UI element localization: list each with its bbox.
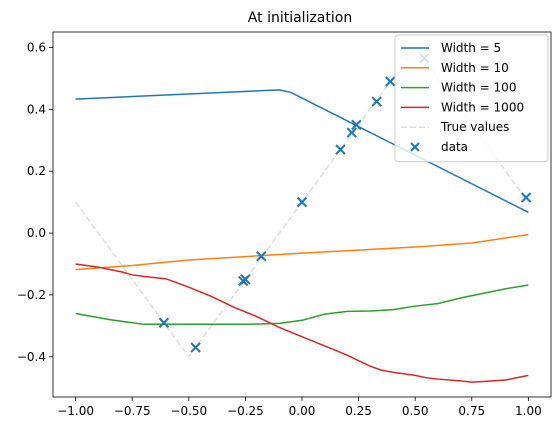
x-tick-label: 0.50	[402, 404, 429, 418]
legend-entry: Width = 5	[401, 41, 501, 55]
legend-entry: True values	[401, 120, 509, 134]
x-tick-label: −0.25	[227, 404, 264, 418]
legend-label: Width = 5	[441, 41, 501, 55]
legend-marker	[410, 142, 420, 152]
data-point	[520, 192, 532, 203]
axes: −1.00 −0.75 −0.50 −0.25 0.00 0.25 0.50 0.75 1.00…	[17, 31, 552, 418]
x-tick-label: −0.75	[114, 404, 151, 418]
data-point	[351, 119, 362, 131]
data-point	[296, 196, 308, 208]
y-tick-label: 0.6	[27, 40, 46, 54]
legend-box	[394, 34, 549, 163]
data-point	[256, 251, 267, 262]
legend-entry: Width = 10	[401, 61, 509, 75]
data-point	[385, 76, 396, 87]
legend-entry: Width = 100	[401, 81, 516, 95]
legend-label: True values	[440, 120, 509, 134]
data-point	[240, 274, 251, 285]
y-tick-label: 0.2	[27, 164, 46, 178]
series-line-3	[75, 263, 529, 383]
x-tick-label: −1.00	[57, 404, 94, 418]
x-tick-label: 0.25	[345, 404, 372, 418]
x-tick-label: 0.75	[458, 404, 485, 418]
x-tick-label: 1.00	[515, 404, 542, 418]
legend-entry: data	[410, 140, 468, 154]
legend-label: Width = 1000	[441, 100, 524, 114]
y-tick-label: −0.4	[17, 350, 46, 364]
legend-entry: Width = 1000	[401, 100, 524, 114]
data-point	[346, 127, 358, 138]
legend: Width = 5 Width = 10 Width = 100 Width = 10…	[394, 34, 549, 163]
data-point	[158, 317, 170, 328]
legend-label: Width = 10	[441, 61, 509, 75]
y-tick-label: 0.4	[27, 102, 46, 116]
data-point	[371, 96, 382, 107]
data-point	[190, 342, 201, 353]
legend-label: Width = 100	[441, 81, 516, 95]
x-tick-label: −0.50	[170, 404, 207, 418]
y-tick-label: 0.0	[27, 226, 46, 240]
data-point	[335, 144, 346, 155]
plot-area	[75, 46, 532, 383]
legend-label: data	[441, 140, 468, 154]
series-line-2	[75, 284, 529, 326]
series-line-1	[75, 233, 529, 271]
y-tick-label: −0.2	[17, 288, 46, 302]
x-tick-label: 0.00	[289, 404, 316, 418]
chart-title: At initialization	[248, 10, 352, 26]
